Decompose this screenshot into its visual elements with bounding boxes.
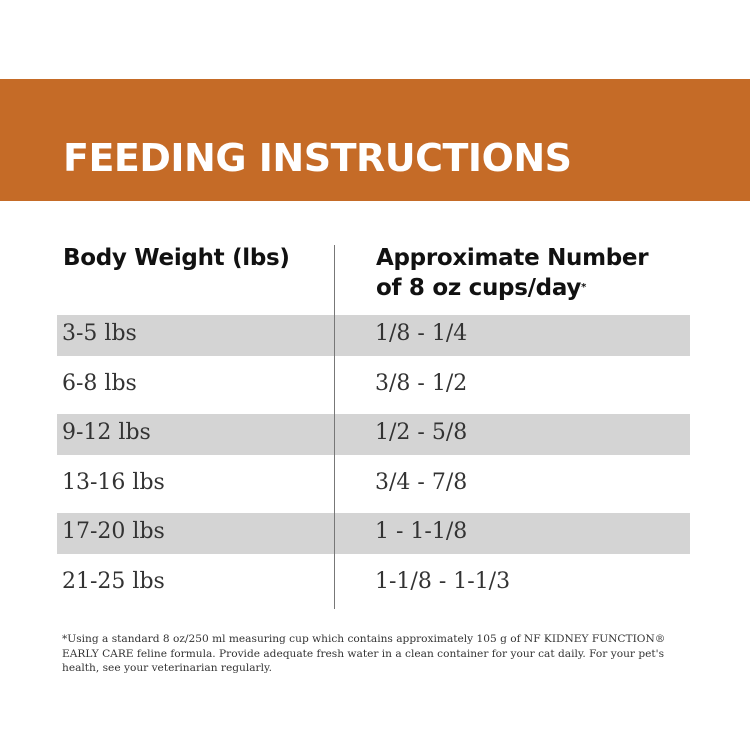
page-title: FEEDING INSTRUCTIONS	[63, 136, 572, 180]
table-row: 17-20 lbs 1 - 1-1/8	[57, 513, 690, 554]
cups-cell: 1/8 - 1/4	[375, 321, 468, 346]
cups-cell: 3/8 - 1/2	[375, 371, 468, 396]
title-banner	[0, 79, 750, 201]
table-row: 6-8 lbs 3/8 - 1/2	[57, 365, 690, 406]
weight-cell: 9-12 lbs	[62, 420, 151, 445]
table-row: 21-25 lbs 1-1/8 - 1-1/3	[57, 563, 690, 604]
table-row: 9-12 lbs 1/2 - 5/8	[57, 414, 690, 455]
cups-cell: 3/4 - 7/8	[375, 470, 468, 495]
weight-cell: 21-25 lbs	[62, 569, 165, 594]
cups-cell: 1 - 1-1/8	[375, 519, 468, 544]
header-cups-line1: Approximate Number	[376, 245, 649, 271]
header-cups: Approximate Number of 8 oz cups/day*	[376, 243, 649, 303]
footnote: *Using a standard 8 oz/250 ml measuring …	[62, 633, 666, 674]
table-row: 3-5 lbs 1/8 - 1/4	[57, 315, 690, 356]
footnote-mark: *	[581, 282, 586, 293]
weight-cell: 6-8 lbs	[62, 371, 137, 396]
weight-cell: 17-20 lbs	[62, 519, 165, 544]
header-body-weight: Body Weight (lbs)	[63, 245, 290, 271]
table-row: 13-16 lbs 3/4 - 7/8	[57, 464, 690, 505]
header-cups-line2: of 8 oz cups/day	[376, 275, 582, 301]
cups-cell: 1/2 - 5/8	[375, 420, 468, 445]
cups-cell: 1-1/8 - 1-1/3	[375, 569, 511, 594]
column-divider	[334, 245, 335, 609]
weight-cell: 13-16 lbs	[62, 470, 165, 495]
weight-cell: 3-5 lbs	[62, 321, 137, 346]
